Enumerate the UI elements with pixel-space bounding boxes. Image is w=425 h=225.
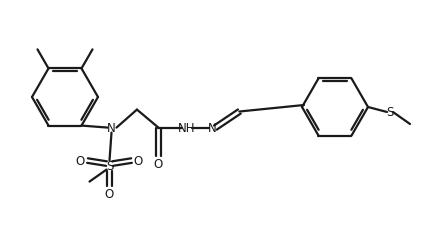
Text: N: N (208, 122, 217, 135)
Text: O: O (105, 187, 114, 200)
Text: S: S (386, 106, 394, 119)
Text: NH: NH (178, 122, 195, 135)
Text: S: S (106, 159, 113, 172)
Text: N: N (107, 122, 116, 135)
Text: O: O (134, 154, 143, 167)
Text: O: O (76, 154, 85, 167)
Text: O: O (154, 157, 163, 170)
